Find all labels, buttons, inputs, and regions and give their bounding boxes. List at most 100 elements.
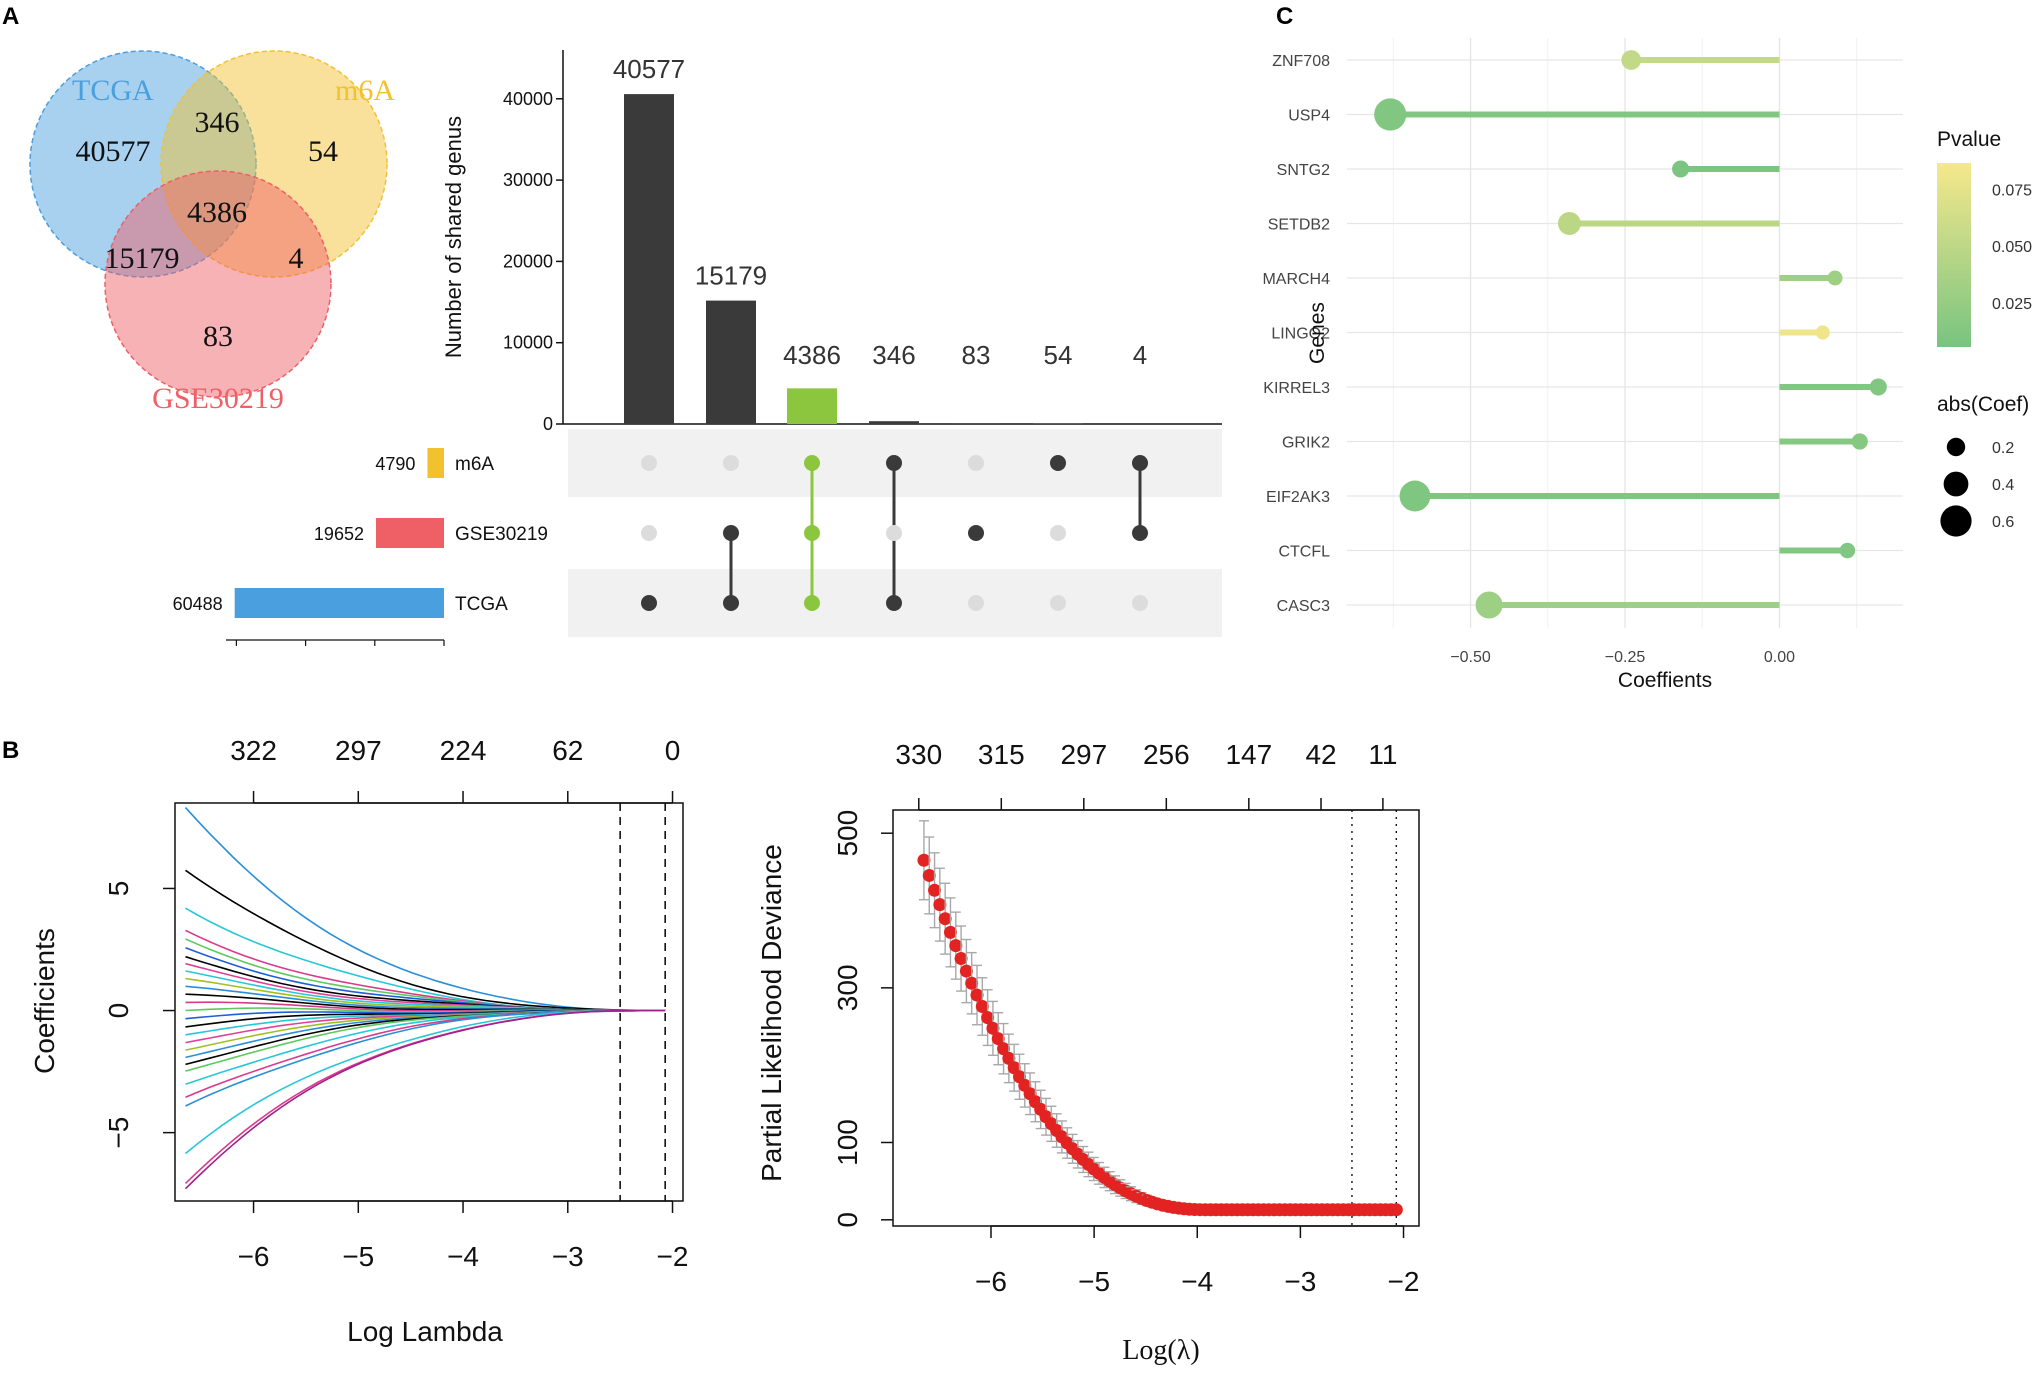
x-tick-label: −0.25: [1605, 649, 1646, 666]
upset-bar-label: 4386: [783, 340, 841, 370]
y-axis-label: Partial Likelihood Deviance: [756, 844, 787, 1182]
venn-region-count: 4: [289, 242, 304, 275]
x-tick-label: −3: [1284, 1266, 1316, 1297]
upset-bar-label: 83: [962, 340, 991, 370]
set-name: m6A: [455, 454, 494, 475]
x-tick-label: −2: [657, 1241, 689, 1272]
venn-set-label: GSE30219: [152, 382, 284, 415]
venn-region-count: 346: [195, 106, 240, 139]
lollipop-point: [1621, 50, 1642, 70]
gene-label: MARCH4: [1262, 271, 1330, 288]
top-tick-label: 62: [552, 735, 583, 766]
deviance-point: [938, 912, 952, 926]
color-legend-tick: 0.075: [1992, 182, 2032, 199]
deviance-point: [959, 964, 973, 978]
matrix-dot-active: [641, 595, 657, 611]
top-tick-label: 330: [895, 739, 942, 770]
lollipop-point: [1475, 591, 1503, 619]
deviance-point: [965, 976, 979, 990]
matrix-dot-inactive: [1050, 595, 1066, 611]
venn-circle-m6a: [160, 50, 388, 278]
size-legend-label: 0.6: [1992, 514, 2014, 531]
matrix-dot-inactive: [641, 525, 657, 541]
matrix-dot-active: [1132, 455, 1148, 471]
coefficient-path: [185, 1009, 666, 1085]
matrix-dot-active: [804, 595, 820, 611]
y-tick-label: 100: [832, 1119, 863, 1166]
gene-label: SNTG2: [1277, 162, 1330, 179]
upset-bar-label: 346: [872, 340, 915, 370]
size-legend-dot: [1946, 437, 1966, 457]
top-tick-label: 224: [440, 735, 487, 766]
venn-region-count: 40577: [76, 135, 151, 168]
x-axis-label: Coeffients: [1618, 669, 1712, 692]
deviance-point: [928, 883, 942, 897]
venn-circle-gse30219: [104, 170, 332, 398]
gene-label: CTCFL: [1278, 544, 1330, 561]
gene-label: KIRREL3: [1263, 380, 1330, 397]
matrix-dot-active: [1132, 525, 1148, 541]
legend-size-title: abs(Coef): [1937, 393, 2029, 416]
gene-label: LINGO2: [1271, 326, 1330, 343]
upset-plot: 0 10000 20000 30000 40000 Number of shared ge…: [173, 50, 1222, 681]
matrix-dot-active: [1050, 455, 1066, 471]
color-legend-bar: [1937, 163, 1971, 347]
matrix-dot-inactive: [641, 455, 657, 471]
x-tick-label: −4: [1181, 1266, 1213, 1297]
deviance-point: [997, 1042, 1011, 1056]
x-tick-label: −0.50: [1450, 649, 1491, 666]
coefficient-path: [184, 807, 666, 1012]
panel-label-a: A: [2, 3, 19, 30]
upset-y-tick-label: 30000: [503, 170, 553, 190]
color-legend-tick: 0.025: [1992, 296, 2032, 313]
set-size-label: 4790: [375, 454, 415, 474]
size-legend-dot: [1943, 471, 1969, 497]
matrix-dot-inactive: [723, 455, 739, 471]
deviance-point: [943, 925, 957, 939]
lollipop-point: [1869, 378, 1887, 396]
lollipop-point: [1851, 433, 1868, 450]
lasso-coefficient-plot: −6 −5 −4 −3 −2 322 297 224 62 0 −5 0 5 Log Lambda Coef…: [29, 735, 688, 1347]
cv-frame: [892, 809, 1420, 1227]
size-legend-label: 0.4: [1992, 477, 2014, 494]
y-tick-label: 500: [832, 810, 863, 857]
gene-label: GRIK2: [1282, 435, 1330, 452]
matrix-dot-active: [968, 525, 984, 541]
top-tick-label: 147: [1225, 739, 1272, 770]
deviance-point: [949, 939, 963, 953]
venn-region-count: 15179: [105, 242, 180, 275]
x-axis-label: Log Lambda: [347, 1316, 503, 1347]
deviance-point: [954, 952, 968, 966]
size-legend-label: 0.2: [1992, 440, 2014, 457]
venn-circle-tcga: [29, 50, 257, 278]
set-size-label: 60488: [173, 594, 223, 614]
matrix-dot-active: [723, 525, 739, 541]
y-tick-label: 0: [103, 1003, 134, 1019]
matrix-dot-inactive: [886, 525, 902, 541]
upset-bar-label: 54: [1044, 340, 1073, 370]
top-tick-label: 0: [665, 735, 681, 766]
color-legend-tick: 0.050: [1992, 239, 2032, 256]
upset-y-tick-label: 20000: [503, 251, 553, 271]
lollipop-point: [1374, 98, 1407, 131]
gene-label: EIF2AK3: [1266, 489, 1330, 506]
gene-label: CASC3: [1277, 598, 1330, 615]
upset-y-label: Number of shared genus: [441, 116, 466, 358]
venn-set-label: TCGA: [72, 74, 154, 107]
gene-label: ZNF708: [1272, 53, 1330, 70]
deviance-point: [917, 853, 931, 867]
matrix-dot-inactive: [968, 595, 984, 611]
x-tick-label: −5: [342, 1241, 374, 1272]
deviance-point: [970, 988, 984, 1002]
deviance-point: [933, 898, 947, 912]
deviance-point: [981, 1011, 995, 1025]
matrix-dot-inactive: [968, 455, 984, 471]
top-tick-label: 256: [1143, 739, 1190, 770]
coefficient-path: [184, 1009, 666, 1155]
venn-region-count: 54: [308, 135, 338, 168]
cv-deviance-plot: −6 −5 −4 −3 −2 330 315 297 256 147 42 11 0 100 300 500 L…: [756, 739, 1420, 1366]
x-tick-label: −6: [238, 1241, 270, 1272]
x-tick-label: 0.00: [1764, 649, 1795, 666]
upset-bar: [951, 423, 1001, 424]
